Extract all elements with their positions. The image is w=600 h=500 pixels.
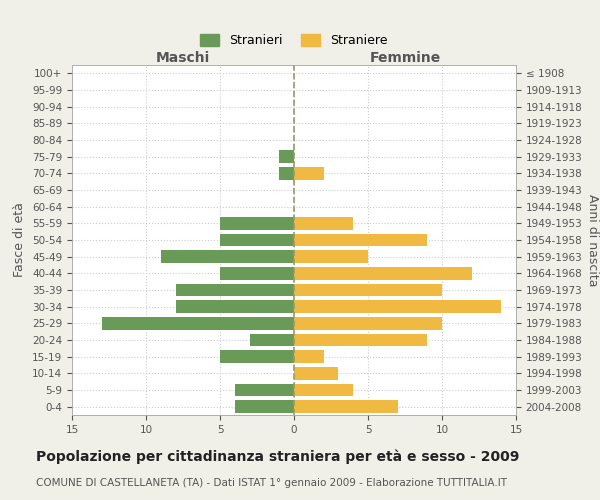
Legend: Stranieri, Straniere: Stranieri, Straniere xyxy=(196,29,392,52)
Bar xyxy=(235,400,294,413)
Bar xyxy=(279,167,294,179)
Bar xyxy=(294,250,368,263)
Bar xyxy=(176,284,294,296)
Bar xyxy=(235,384,294,396)
Text: Popolazione per cittadinanza straniera per età e sesso - 2009: Popolazione per cittadinanza straniera p… xyxy=(36,450,520,464)
Text: Maschi: Maschi xyxy=(156,51,210,65)
Bar xyxy=(220,234,294,246)
Bar xyxy=(294,217,353,230)
Text: Femmine: Femmine xyxy=(370,51,440,65)
Y-axis label: Anni di nascita: Anni di nascita xyxy=(586,194,599,286)
Bar xyxy=(250,334,294,346)
Bar xyxy=(294,400,398,413)
Bar xyxy=(220,267,294,280)
Bar xyxy=(294,334,427,346)
Bar xyxy=(294,384,353,396)
Bar xyxy=(220,217,294,230)
Bar xyxy=(101,317,294,330)
Bar xyxy=(294,234,427,246)
Bar xyxy=(294,267,472,280)
Text: COMUNE DI CASTELLANETA (TA) - Dati ISTAT 1° gennaio 2009 - Elaborazione TUTTITAL: COMUNE DI CASTELLANETA (TA) - Dati ISTAT… xyxy=(36,478,507,488)
Bar xyxy=(294,317,442,330)
Bar xyxy=(176,300,294,313)
Bar xyxy=(220,350,294,363)
Bar xyxy=(294,167,323,179)
Bar xyxy=(161,250,294,263)
Bar xyxy=(294,367,338,380)
Bar xyxy=(294,300,501,313)
Y-axis label: Fasce di età: Fasce di età xyxy=(13,202,26,278)
Bar xyxy=(279,150,294,163)
Bar xyxy=(294,350,323,363)
Bar xyxy=(294,284,442,296)
